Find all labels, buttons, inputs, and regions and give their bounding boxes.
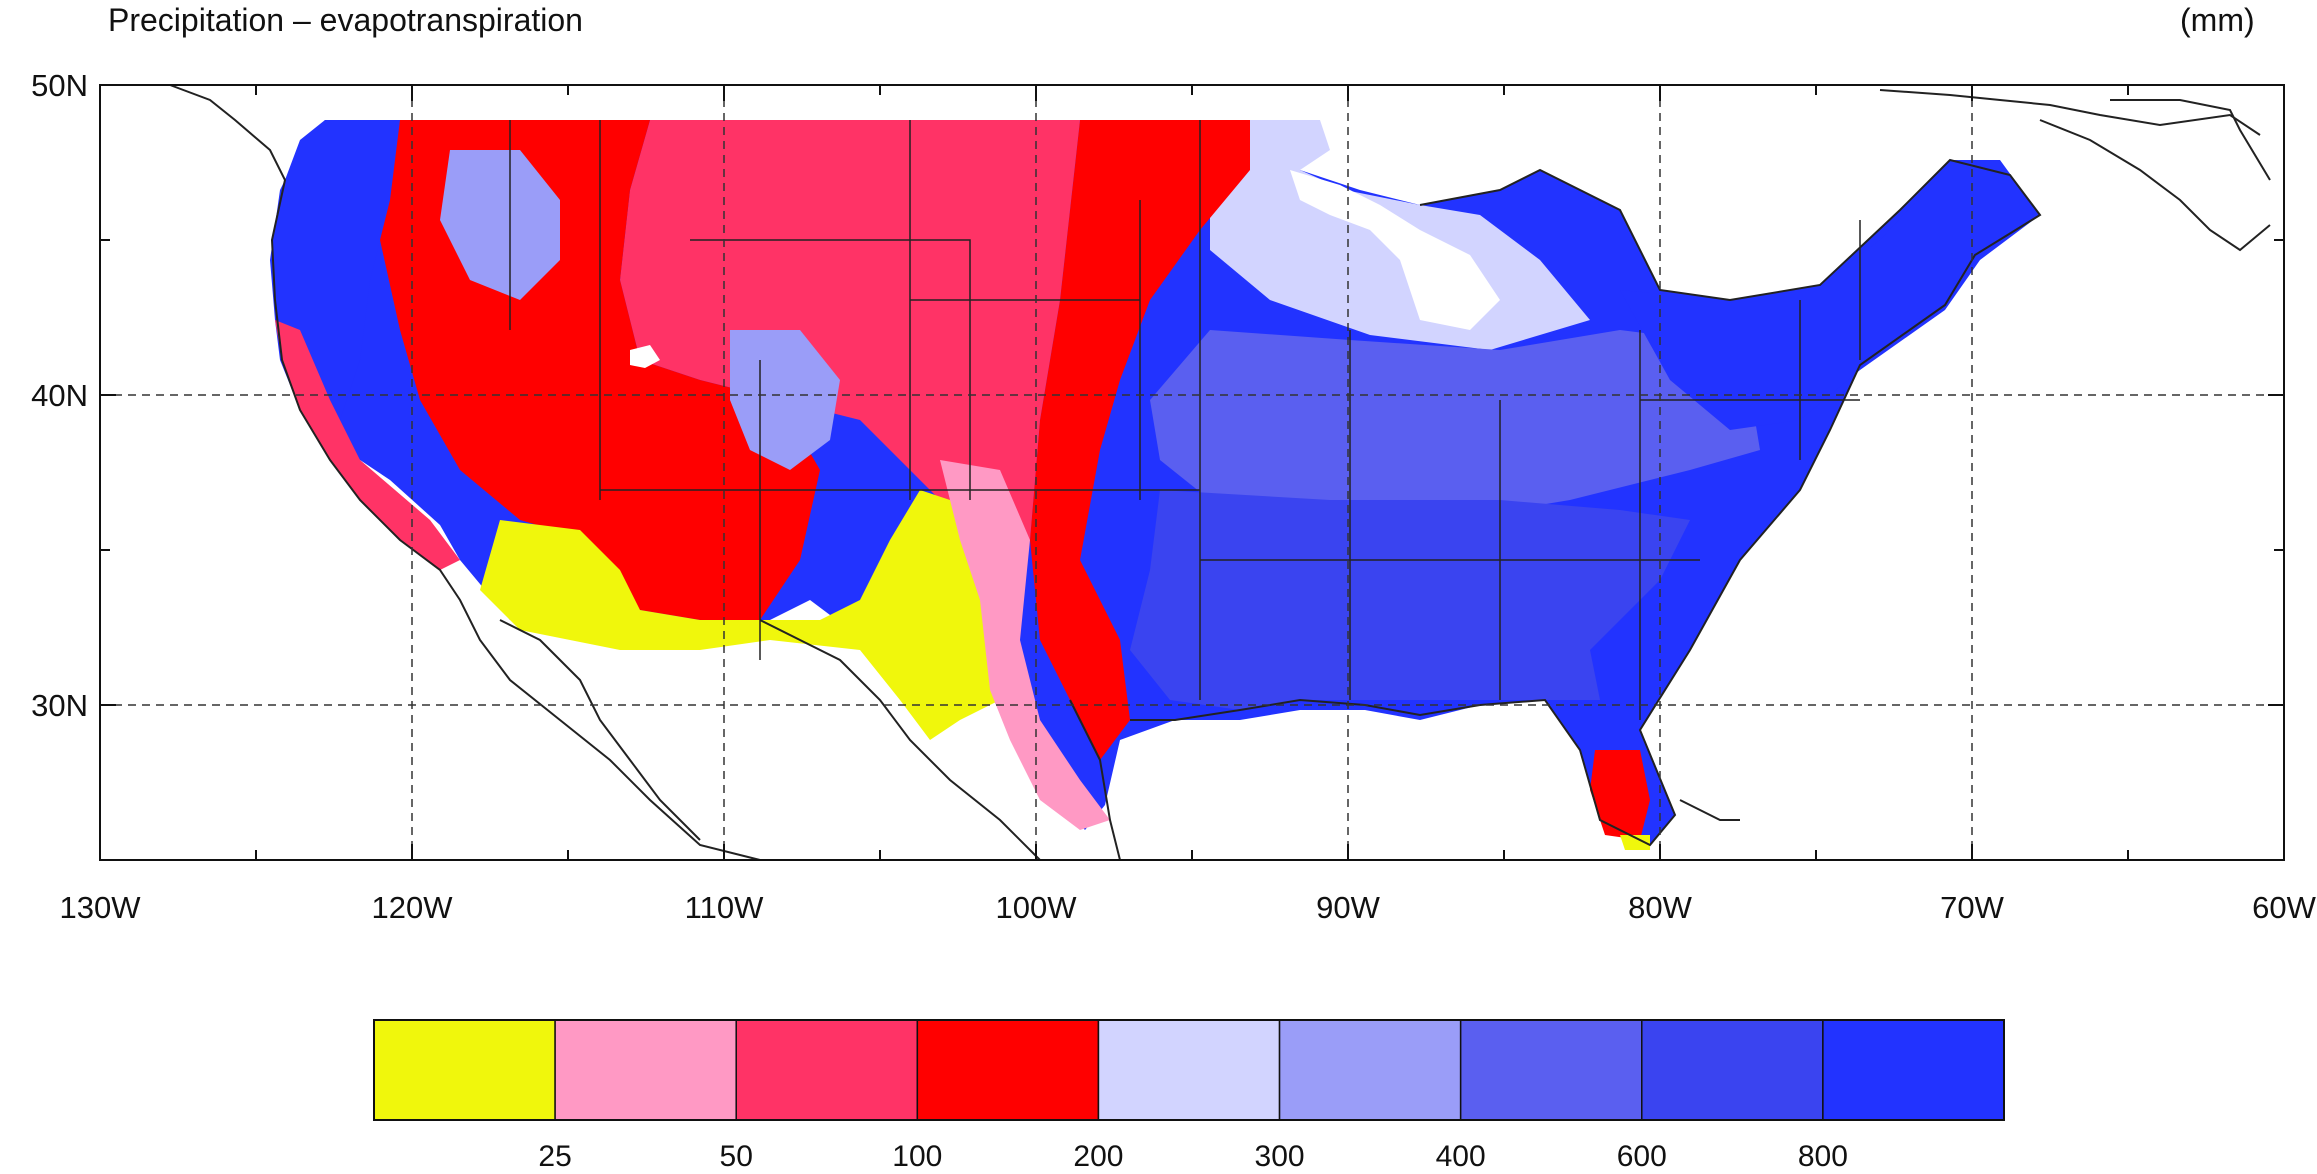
region-california-coast	[275, 320, 460, 570]
region-northeast	[1620, 165, 2040, 430]
region-southeast	[1130, 490, 1690, 710]
colorbar-frame	[373, 1019, 2005, 1121]
region-western-plains-edge	[1030, 120, 1250, 760]
colorbar-swatch	[1822, 1019, 2005, 1121]
colorbar-label: 50	[720, 1140, 753, 1173]
colorbar-label: 200	[1073, 1140, 1123, 1173]
colorbar-label: 800	[1798, 1140, 1848, 1173]
colorbar-label: 100	[892, 1140, 942, 1173]
region-great-plains	[620, 120, 1080, 560]
coastlines	[169, 84, 2271, 861]
colorbar-swatch	[735, 1019, 919, 1121]
lon-tick-label: 80W	[1628, 890, 1692, 925]
lon-tick-label: 130W	[60, 890, 142, 925]
state-borders	[509, 120, 1861, 720]
colorbar-swatch	[1278, 1019, 1462, 1121]
lon-tick-label: 110W	[685, 890, 764, 925]
lat-tick-label: 30N	[31, 688, 88, 723]
colorbar-swatch	[554, 1019, 737, 1121]
units-label: (mm)	[2180, 2, 2255, 38]
map-layers	[270, 120, 2040, 850]
axis-ticks: 130W 120W 110W 100W 90W 80W 70W 60W 50N 40N 30N	[31, 68, 2316, 925]
colorbar-swatch	[373, 1019, 556, 1121]
colorbar: 25 50 100 200 300 400 600 800	[373, 1019, 2005, 1173]
region-idaho-patch	[440, 150, 560, 300]
gridlines	[100, 85, 2284, 860]
region-rocky-mountains-patch	[730, 330, 840, 470]
region-florida-tip	[1620, 835, 1650, 850]
region-south-florida	[1590, 750, 1650, 840]
great-salt-lake	[630, 345, 660, 368]
colorbar-label: 600	[1617, 1140, 1667, 1173]
lon-tick-label: 70W	[1940, 890, 2004, 925]
lat-tick-label: 40N	[31, 378, 88, 413]
colorbar-swatch	[1459, 1019, 1643, 1121]
region-east-central	[1150, 330, 1760, 520]
region-great-lakes-water	[1290, 170, 1500, 330]
lon-tick-label: 120W	[372, 890, 454, 925]
lon-tick-label: 60W	[2252, 890, 2316, 925]
colorbar-label: 300	[1255, 1140, 1305, 1173]
map-title: Precipitation – evapotranspiration	[108, 2, 583, 38]
lat-tick-label: 50N	[31, 68, 88, 103]
colorbar-label: 25	[538, 1140, 571, 1173]
colorbar-swatch	[1097, 1019, 1281, 1121]
lon-tick-label: 100W	[996, 890, 1078, 925]
lon-tick-label: 90W	[1316, 890, 1380, 925]
region-desert-southwest	[480, 490, 1000, 740]
region-texas-pink	[940, 460, 1110, 830]
colorbar-label: 400	[1436, 1140, 1486, 1173]
colorbar-swatch	[916, 1019, 1100, 1121]
colorbar-swatch	[1641, 1019, 1824, 1121]
